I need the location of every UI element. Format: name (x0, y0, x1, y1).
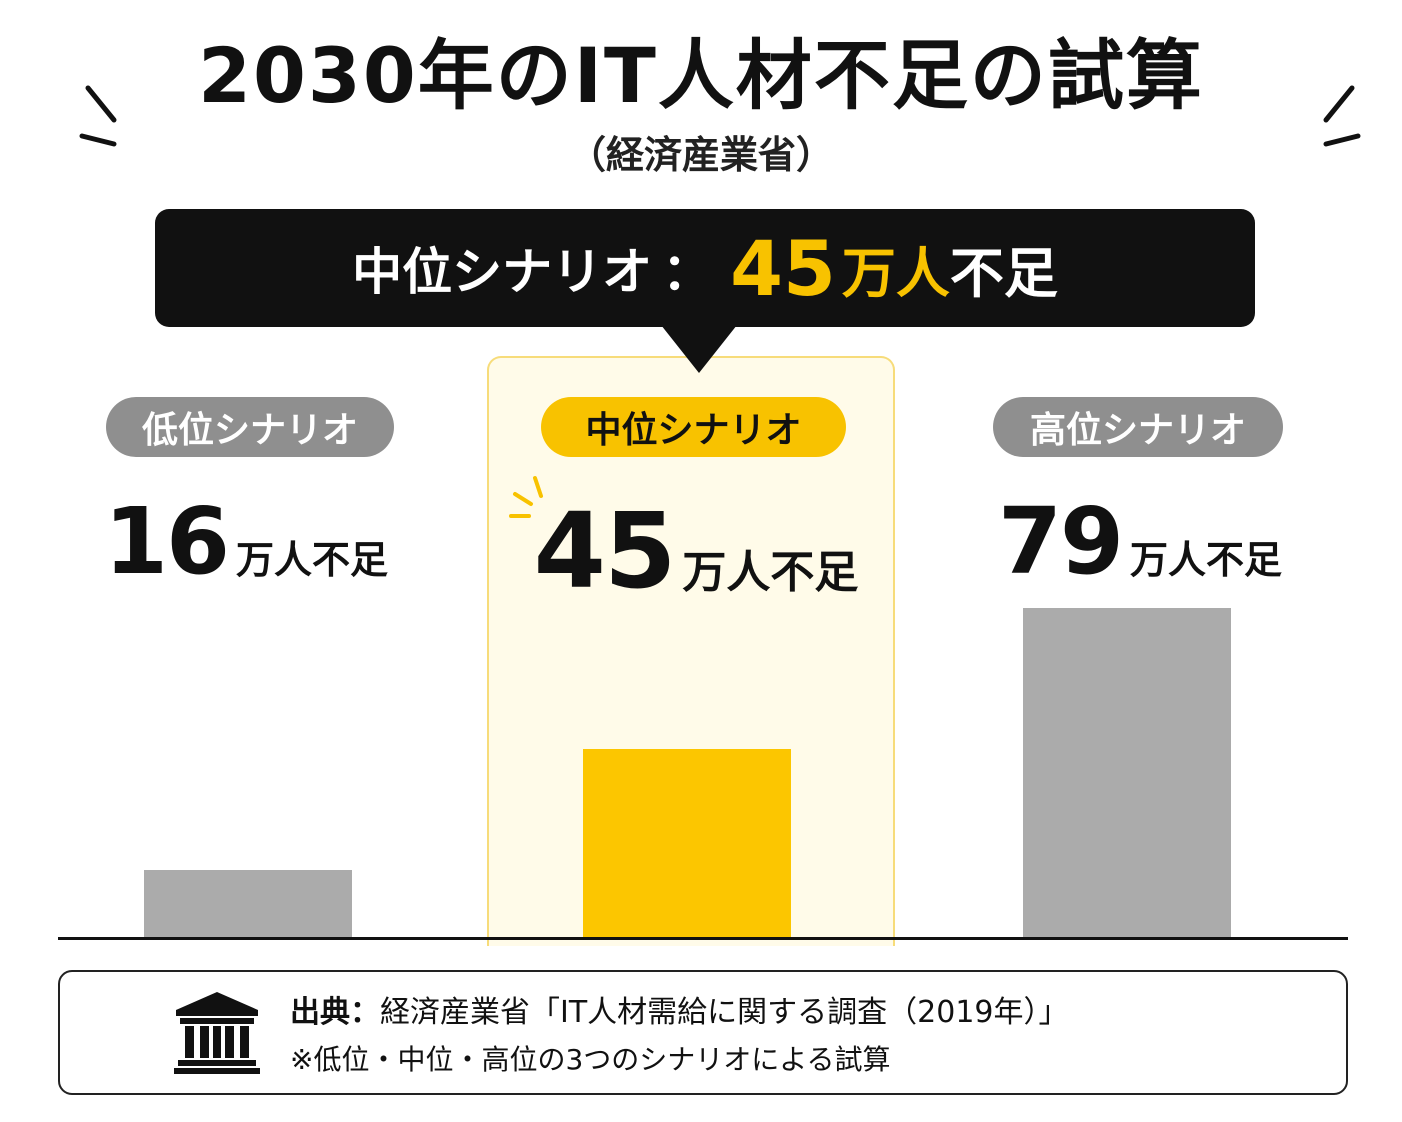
institution-icon (174, 992, 260, 1074)
bar-low (144, 870, 352, 937)
callout-unit: 万人 (841, 241, 950, 305)
value-unit-mid: 万人不足 (682, 547, 859, 598)
bar-mid (583, 749, 791, 937)
value-number-high: 79 (997, 488, 1124, 595)
callout-value: 45 (730, 223, 836, 313)
category-label-high: 高位シナリオ (993, 397, 1283, 457)
sparkle-icon (509, 476, 543, 518)
value-number-low: 16 (103, 488, 230, 595)
source-box (58, 970, 1348, 1095)
value-label-high: 79 万人不足 (950, 488, 1330, 595)
value-label-mid: 45 万人不足 (496, 490, 896, 612)
source-label: 出典 (290, 995, 350, 1030)
x-axis-baseline (58, 937, 1348, 940)
title-burst-left-icon (79, 85, 117, 147)
source-note: ※低位・中位・高位の3つのシナリオによる試算 (290, 1043, 891, 1076)
summary-callout (155, 209, 1255, 327)
value-number-mid: 45 (533, 490, 677, 612)
source-text: 経済産業省「IT人材需給に関する調査（2019年）」 (380, 995, 1069, 1030)
callout-separator: ： (662, 243, 713, 301)
callout-label: 中位シナリオ (352, 243, 653, 301)
category-label-mid: 中位シナリオ (541, 397, 846, 457)
source-separator: ： (350, 995, 380, 1030)
summary-callout-text: 中位シナリオ ： 45 万人 不足 (155, 209, 1255, 327)
category-label-low: 低位シナリオ (106, 397, 394, 457)
bar-high (1023, 608, 1231, 937)
callout-pointer (661, 325, 737, 373)
title-burst-right-icon (1323, 85, 1361, 147)
value-label-low: 16 万人不足 (56, 488, 436, 595)
callout-suffix: 不足 (949, 241, 1058, 305)
value-unit-low: 万人不足 (236, 538, 389, 582)
value-unit-high: 万人不足 (1130, 538, 1283, 582)
page-subtitle: （経済産業省） (567, 133, 834, 177)
page-title: 2030年のIT人材不足の試算 (198, 31, 1204, 120)
source-citation: 出典：経済産業省「IT人材需給に関する調査（2019年）」 (290, 993, 1069, 1033)
